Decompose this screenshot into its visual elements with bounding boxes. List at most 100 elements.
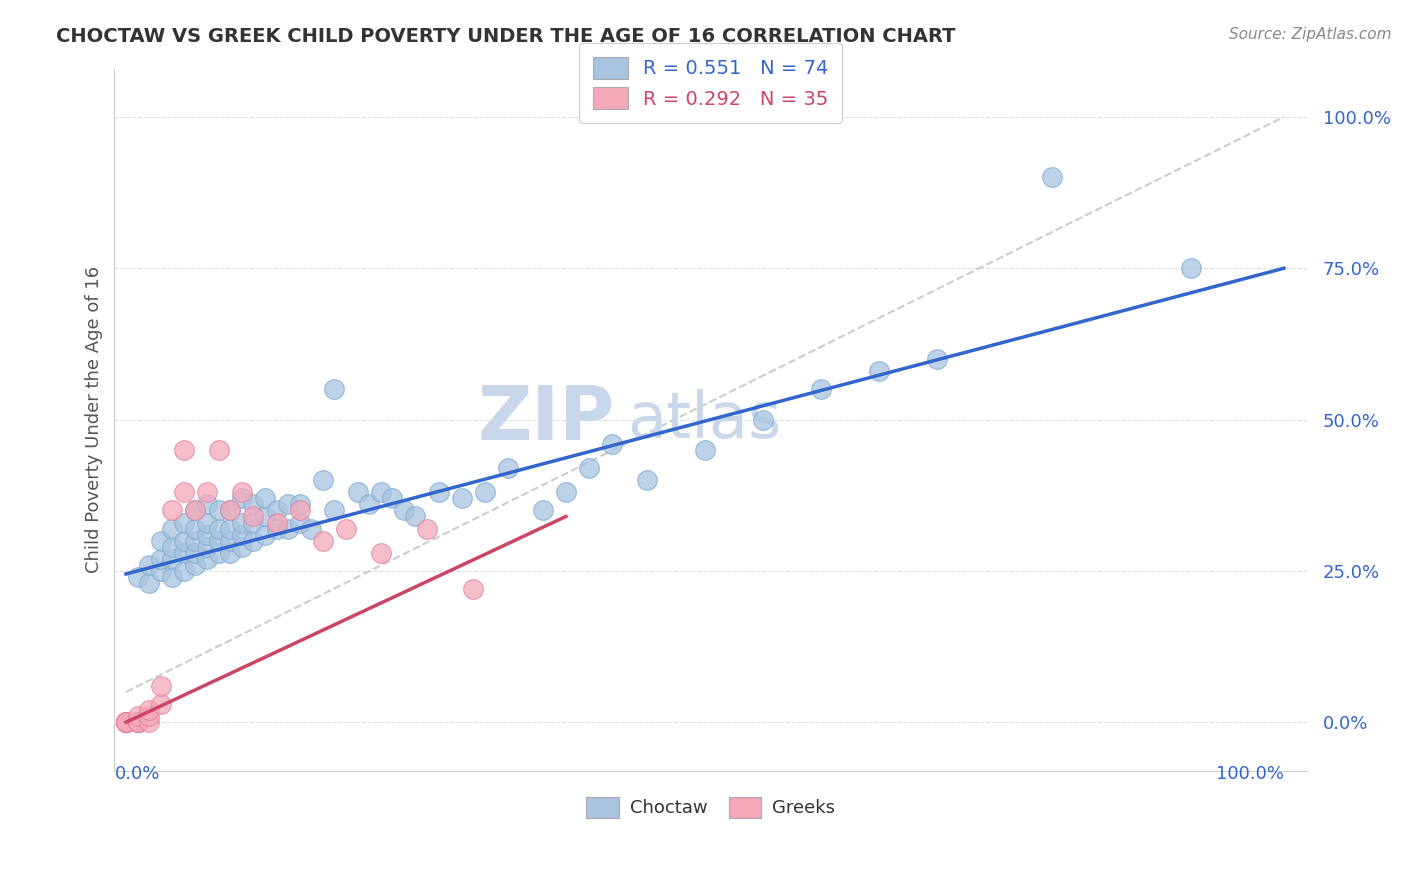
Point <box>127 715 149 730</box>
Point <box>868 364 890 378</box>
Point <box>207 546 229 560</box>
Point <box>242 497 264 511</box>
Point <box>392 503 415 517</box>
Point <box>138 703 160 717</box>
Point <box>463 582 485 596</box>
Point <box>1040 170 1063 185</box>
Point <box>370 485 392 500</box>
Point <box>127 715 149 730</box>
Point <box>115 715 138 730</box>
Point <box>752 412 775 426</box>
Point <box>600 437 623 451</box>
Point <box>184 503 207 517</box>
Point <box>219 546 242 560</box>
Point <box>162 503 184 517</box>
Point <box>288 497 311 511</box>
Point <box>427 485 450 500</box>
Text: CHOCTAW VS GREEK CHILD POVERTY UNDER THE AGE OF 16 CORRELATION CHART: CHOCTAW VS GREEK CHILD POVERTY UNDER THE… <box>56 27 956 45</box>
Point <box>253 491 276 506</box>
Point <box>231 527 253 541</box>
Point <box>138 715 160 730</box>
Point <box>184 558 207 572</box>
Point <box>173 442 195 457</box>
Point <box>253 509 276 524</box>
Point <box>115 715 138 730</box>
Text: 0.0%: 0.0% <box>114 764 160 782</box>
Point <box>173 564 195 578</box>
Point <box>450 491 472 506</box>
Point <box>810 382 832 396</box>
Point <box>184 533 207 548</box>
Point <box>173 533 195 548</box>
Point <box>636 473 658 487</box>
Point <box>231 491 253 506</box>
Point <box>346 485 368 500</box>
Text: atlas: atlas <box>627 389 782 450</box>
Point <box>173 516 195 530</box>
Point <box>231 516 253 530</box>
Point <box>149 551 172 566</box>
Point <box>184 546 207 560</box>
Point <box>138 576 160 591</box>
Point <box>195 497 218 511</box>
Point <box>277 497 299 511</box>
Point <box>312 473 335 487</box>
Point <box>288 516 311 530</box>
Point <box>115 715 138 730</box>
Point <box>195 516 218 530</box>
Point <box>277 522 299 536</box>
Point <box>184 522 207 536</box>
Point <box>231 540 253 554</box>
Point <box>335 522 357 536</box>
Point <box>359 497 381 511</box>
Point <box>162 540 184 554</box>
Point <box>195 527 218 541</box>
Point <box>115 715 138 730</box>
Point <box>578 461 600 475</box>
Point <box>242 533 264 548</box>
Point <box>149 564 172 578</box>
Point <box>381 491 404 506</box>
Point <box>242 509 264 524</box>
Text: Source: ZipAtlas.com: Source: ZipAtlas.com <box>1229 27 1392 42</box>
Point <box>312 533 335 548</box>
Point <box>555 485 578 500</box>
Point <box>253 527 276 541</box>
Point <box>231 485 253 500</box>
Point <box>207 503 229 517</box>
Legend: Choctaw, Greeks: Choctaw, Greeks <box>579 789 842 825</box>
Point <box>207 522 229 536</box>
Point <box>266 503 288 517</box>
Point <box>266 522 288 536</box>
Point <box>127 709 149 723</box>
Point <box>162 551 184 566</box>
Text: 100.0%: 100.0% <box>1216 764 1284 782</box>
Point <box>474 485 496 500</box>
Point <box>173 546 195 560</box>
Point <box>195 485 218 500</box>
Point <box>404 509 426 524</box>
Point <box>207 442 229 457</box>
Point <box>219 503 242 517</box>
Point <box>323 503 346 517</box>
Point <box>219 522 242 536</box>
Point <box>531 503 554 517</box>
Point <box>115 715 138 730</box>
Text: ZIP: ZIP <box>478 383 616 456</box>
Point <box>323 382 346 396</box>
Point <box>219 503 242 517</box>
Point <box>127 570 149 584</box>
Y-axis label: Child Poverty Under the Age of 16: Child Poverty Under the Age of 16 <box>86 266 103 574</box>
Point <box>370 546 392 560</box>
Point <box>138 709 160 723</box>
Point <box>149 697 172 711</box>
Point <box>195 540 218 554</box>
Point <box>288 503 311 517</box>
Point <box>149 533 172 548</box>
Point <box>925 352 948 367</box>
Point <box>195 551 218 566</box>
Point <box>162 522 184 536</box>
Point <box>496 461 519 475</box>
Point <box>693 442 716 457</box>
Point <box>416 522 439 536</box>
